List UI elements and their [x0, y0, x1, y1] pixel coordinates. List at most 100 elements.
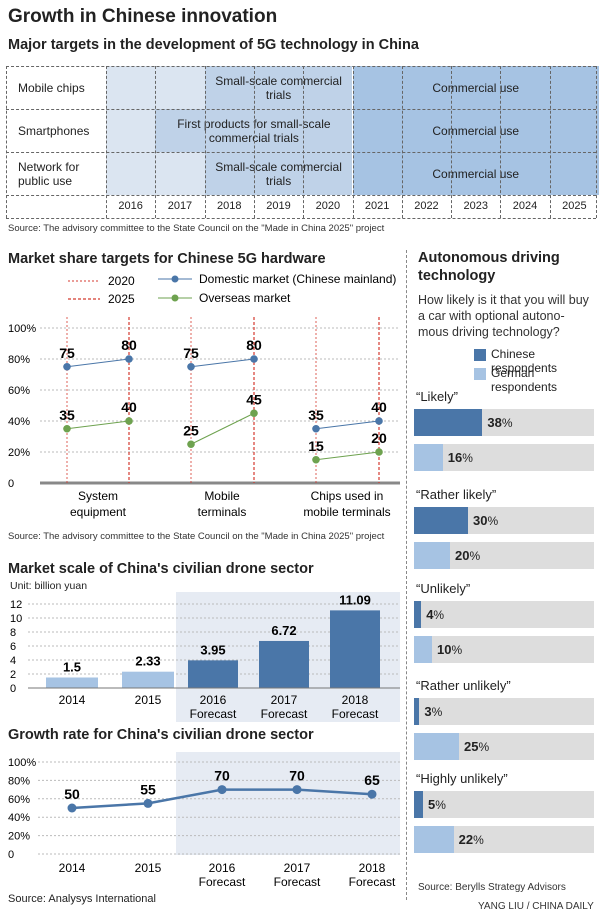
- market-share-title: Market share targets for Chinese 5G hard…: [8, 251, 326, 267]
- data-label: 40: [371, 399, 387, 415]
- year-column-rule: [401, 66, 403, 218]
- bar-german: [414, 444, 443, 471]
- data-label: 35: [308, 407, 324, 423]
- data-point: [250, 355, 258, 363]
- data-point: [67, 803, 77, 813]
- segment-label: Commercial use: [432, 166, 520, 181]
- bar-value-label: 5%: [428, 797, 446, 812]
- bar: [46, 677, 98, 688]
- data-label: 55: [140, 781, 156, 797]
- x-tick-label: Forecast: [332, 707, 379, 721]
- y-tick-label: 100%: [8, 323, 36, 335]
- series-line: [66, 358, 130, 368]
- autonomous-title-line1: Autonomous driving: [418, 250, 560, 266]
- legend-chinese-label: Chinese respondents: [491, 347, 558, 375]
- x-tick-label: 2014: [59, 861, 86, 875]
- data-label: 20: [371, 430, 387, 446]
- year-column-rule: [549, 66, 551, 218]
- bar-value-label: 3%: [424, 704, 443, 719]
- legend-2025-label: 2025: [108, 292, 135, 306]
- bar-track: [414, 698, 594, 725]
- x-tick-label: 2015: [135, 861, 162, 875]
- bar-chinese: [414, 698, 420, 725]
- bar-value-label: 2.33: [135, 654, 160, 669]
- segment-label-box: Commercial use: [357, 152, 596, 195]
- percent-sign: %: [473, 833, 484, 847]
- bar: [122, 671, 174, 688]
- y-tick-label: 60%: [8, 385, 30, 397]
- percent-sign: %: [451, 643, 463, 657]
- group-label: Mobile: [204, 489, 240, 503]
- bar-german: [414, 636, 432, 663]
- y-tick-label: 10: [10, 613, 22, 625]
- y-tick-label: 2: [10, 669, 16, 681]
- bar-value-label: 38%: [487, 415, 513, 430]
- x-tick-label: 2016: [200, 693, 227, 707]
- series-line: [315, 420, 380, 430]
- data-label: 75: [59, 345, 75, 361]
- y-tick-label: 0: [10, 683, 16, 695]
- drone-scale-chart: 0246810121.520142.3320153.952016Forecast…: [10, 592, 400, 722]
- bar-value-label: 30%: [473, 513, 499, 528]
- x-tick-label: 2018: [342, 693, 369, 707]
- data-point: [367, 789, 377, 799]
- bar-track: [414, 409, 594, 436]
- x-tick-label: Forecast: [261, 707, 308, 721]
- segment-label: Commercial use: [432, 123, 520, 138]
- segment-label-box: Small-scale commercial trials: [209, 152, 349, 195]
- year-column-rule: [253, 66, 255, 218]
- segment-label: Commercial use: [432, 80, 520, 95]
- data-label: 25: [183, 422, 199, 438]
- percent-sign: %: [469, 549, 481, 563]
- timeline-segment: [352, 66, 599, 109]
- data-label: 45: [246, 391, 262, 407]
- year-label: 2017: [167, 200, 193, 212]
- targets-source: Source: The advisory committee to the St…: [8, 223, 385, 234]
- legend-overseas-label: Overseas market: [199, 291, 291, 305]
- percent-sign: %: [433, 608, 445, 622]
- group-label: terminals: [198, 505, 247, 519]
- bar-value-label: 10%: [437, 642, 463, 657]
- row-label-box: Network for public use: [18, 152, 102, 195]
- table-rule: [6, 195, 596, 196]
- drone-scale-title: Market scale of China's civilian drone s…: [8, 561, 314, 577]
- x-tick-label: 2014: [59, 693, 86, 707]
- bar-value-label: 4%: [426, 607, 445, 622]
- timeline-segment: [352, 109, 599, 152]
- bar-value-label: 20%: [455, 548, 481, 563]
- year-label: 2023: [463, 200, 488, 212]
- series-line: [66, 420, 130, 430]
- bar-track: [414, 826, 594, 853]
- year-column-rule: [500, 66, 502, 218]
- targets-title: Major targets in the development of 5G t…: [8, 37, 419, 53]
- data-point: [63, 362, 71, 371]
- table-rule: [6, 152, 596, 153]
- bar-track: [414, 542, 594, 569]
- timeline-segment: [204, 152, 353, 195]
- year-label: 2024: [512, 200, 538, 212]
- y-tick-label: 100%: [8, 757, 36, 769]
- bar-value-label: 16%: [447, 450, 473, 465]
- series-line: [190, 358, 255, 368]
- drone-growth-source: Source: Analysys International: [8, 893, 156, 905]
- series-line: [315, 451, 380, 461]
- y-tick-label: 20%: [8, 831, 30, 843]
- year-column-rule: [106, 66, 107, 218]
- table-rule: [6, 66, 596, 67]
- legend-domestic-label: Domestic market (Chinese mainland): [199, 272, 396, 286]
- data-point: [375, 417, 383, 425]
- data-label: 70: [214, 768, 230, 784]
- forecast-shade: [176, 752, 400, 855]
- bar-track: [414, 507, 594, 534]
- bar-value-label: 25%: [464, 739, 490, 754]
- category-label: “Highly unlikely”: [416, 771, 508, 786]
- bar-value-label: 1.5: [63, 660, 81, 675]
- year-column-rule: [451, 66, 453, 218]
- data-label: 65: [364, 772, 380, 788]
- data-point: [63, 424, 71, 433]
- group-label: equipment: [70, 505, 127, 519]
- table-rule: [6, 109, 596, 110]
- year-column-rule: [352, 66, 354, 218]
- group-label: System: [78, 489, 118, 503]
- y-tick-label: 40%: [8, 812, 30, 824]
